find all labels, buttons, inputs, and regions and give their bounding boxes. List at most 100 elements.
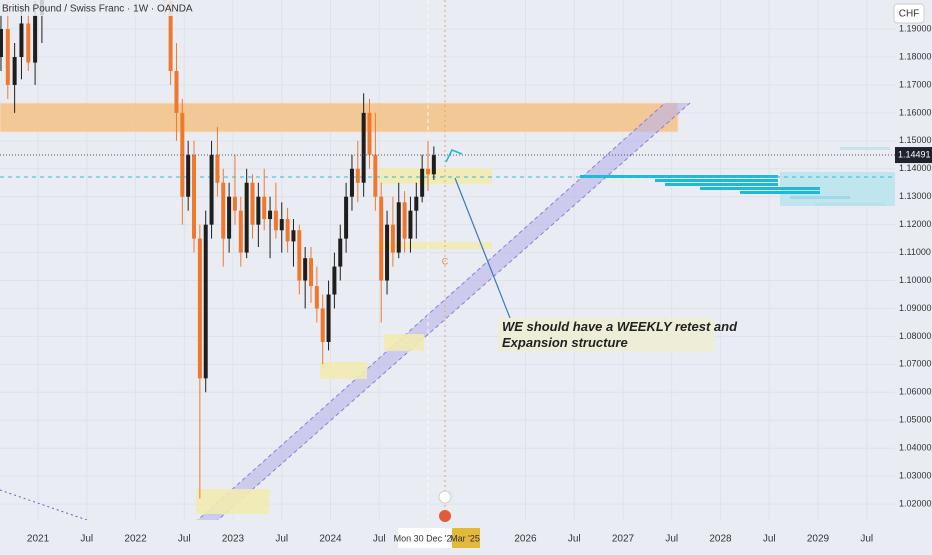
channel-edge	[209, 102, 691, 528]
profile-bar	[740, 191, 820, 194]
profile-bar	[700, 187, 820, 190]
event-icon[interactable]	[439, 510, 451, 522]
candle-body	[215, 154, 220, 183]
candle-body	[19, 23, 24, 58]
candle-body	[12, 57, 17, 85]
marker: C	[442, 256, 449, 266]
currency[interactable]: CHF	[899, 9, 920, 20]
candle-body	[256, 196, 261, 225]
candle-body	[227, 196, 232, 239]
range-date: Mar '25	[450, 533, 480, 543]
currency-button[interactable]	[893, 3, 925, 24]
candle-body	[355, 168, 360, 183]
supply-zone	[0, 102, 679, 133]
time-tick: Jul	[178, 534, 191, 545]
profile-bar	[815, 203, 885, 206]
price-tick: 1.13000	[899, 191, 932, 201]
demand-box	[196, 489, 269, 514]
candle-body	[221, 182, 226, 239]
time-tick: 2027	[612, 534, 635, 545]
time-tick: Jul	[373, 534, 386, 545]
candle-body	[361, 112, 366, 183]
price-tick: 1.08000	[899, 331, 932, 341]
candle-body	[5, 29, 10, 85]
candle-body	[180, 112, 185, 197]
price-tick: 1.02000	[899, 498, 932, 508]
candle-body	[320, 308, 325, 343]
candle-body	[431, 155, 436, 175]
candle-body	[309, 258, 314, 287]
volume-profile	[580, 147, 895, 206]
candle-body	[250, 182, 255, 225]
price-tick: 1.15000	[899, 135, 932, 145]
candle-body	[33, 15, 38, 63]
candle-body	[291, 230, 296, 242]
price-tick: 1.09000	[899, 303, 932, 313]
candle-body	[209, 154, 214, 225]
candle-body	[273, 210, 278, 231]
candle-body	[303, 258, 308, 281]
price-tick: 1.10000	[899, 275, 932, 285]
price-tick: 1.12000	[899, 219, 932, 229]
price-tick: 1.04000	[899, 443, 932, 453]
profile-bar	[840, 147, 890, 150]
candle-body	[232, 196, 237, 211]
price-tick: 1.18000	[899, 51, 932, 61]
time-tick: 2028	[709, 534, 732, 545]
time-tick: Jul	[275, 534, 288, 545]
time-tick: Jul	[860, 534, 873, 545]
candle-body	[373, 154, 378, 197]
price-tick: 1.06000	[899, 387, 932, 397]
price-tick: 1.03000	[899, 471, 932, 481]
time-tick: Jul	[80, 534, 93, 545]
price-tick: 1.16000	[899, 107, 932, 117]
profile-bar	[655, 179, 778, 182]
price-tick: 1.19000	[899, 23, 932, 33]
candle-body	[314, 286, 319, 309]
candle-body	[385, 224, 390, 281]
price-tick: 1.17000	[899, 79, 932, 89]
price-tick: 1.14000	[899, 163, 932, 173]
candle-body	[174, 70, 179, 113]
header-bg	[0, 0, 175, 16]
candle-body	[408, 210, 413, 239]
candle-body	[168, 1, 173, 71]
time-tick: 2023	[222, 534, 245, 545]
time-tick: Jul	[665, 534, 678, 545]
candle-body	[192, 154, 197, 239]
candle-body	[338, 238, 343, 267]
time-tick: Jul	[763, 534, 776, 545]
candle-body	[0, 29, 3, 58]
arrow	[445, 149, 463, 163]
annotation-box	[498, 318, 714, 352]
candle-body	[26, 23, 31, 63]
demand-box	[378, 242, 492, 249]
time-tick: Jul	[568, 534, 581, 545]
price-tick: 1.07000	[899, 359, 932, 369]
candle-body	[426, 168, 431, 175]
candle-body	[414, 196, 419, 211]
channel	[190, 103, 690, 527]
candle-body	[197, 238, 202, 379]
candle-body	[379, 196, 384, 281]
time-tick: 2029	[807, 534, 830, 545]
candle-body	[279, 219, 284, 231]
time-tick: 2022	[124, 534, 147, 545]
flash-icon[interactable]	[438, 490, 452, 504]
candle-body	[349, 168, 354, 197]
price-tick: 1.05000	[899, 415, 932, 425]
candles	[0, 0, 436, 499]
candle-body	[402, 202, 407, 239]
candle-body	[390, 224, 395, 253]
candle-body	[203, 224, 208, 379]
current-price-tag	[895, 147, 932, 164]
profile-bar	[665, 183, 778, 186]
arrow	[454, 177, 511, 319]
candle-body	[367, 112, 372, 155]
price-tick: 1.11000	[899, 247, 931, 257]
candle-body	[186, 154, 191, 197]
current-price: 1.14491	[898, 149, 931, 159]
candle-body	[297, 230, 302, 281]
annotation: WE should have a WEEKLY retest and Expans…	[502, 319, 738, 350]
candle-body	[238, 210, 243, 253]
